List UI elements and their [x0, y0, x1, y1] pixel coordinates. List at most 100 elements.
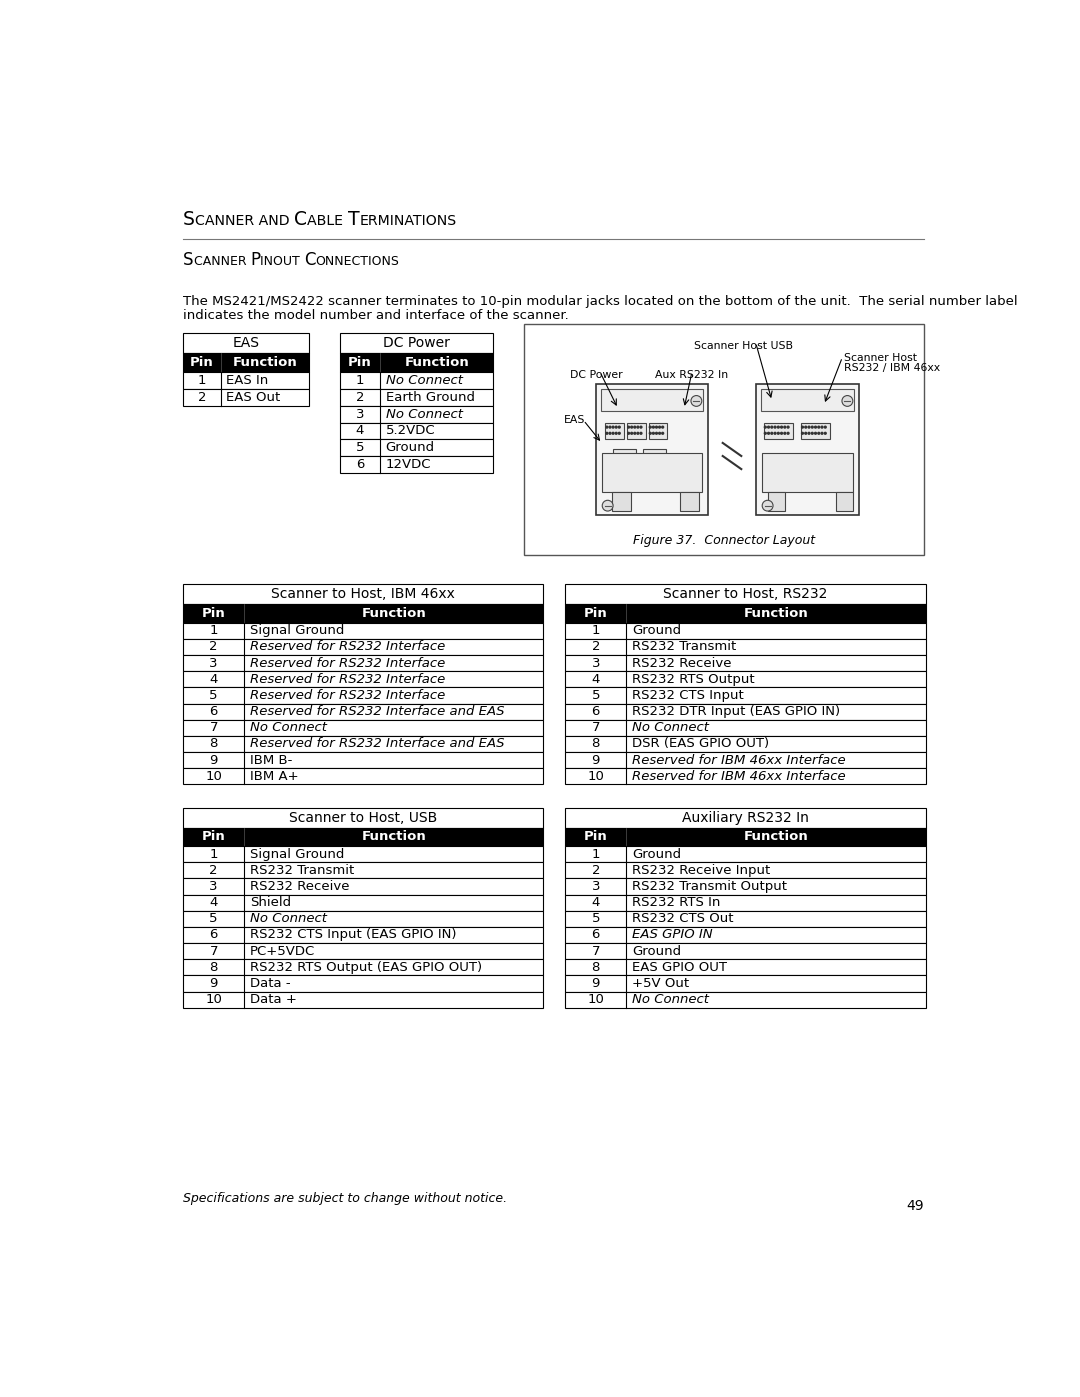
Circle shape: [616, 432, 617, 434]
Text: 8: 8: [592, 738, 600, 750]
Circle shape: [620, 457, 622, 458]
Bar: [183, 960, 543, 975]
Bar: [565, 894, 926, 911]
Text: Reserved for RS232 Interface and EAS: Reserved for RS232 Interface and EAS: [249, 738, 504, 750]
Text: CANNER AND: CANNER AND: [194, 214, 294, 228]
Bar: [565, 847, 926, 862]
Circle shape: [631, 426, 633, 427]
Text: 4: 4: [592, 673, 600, 686]
Bar: [565, 911, 926, 926]
Text: +5V Out: +5V Out: [632, 977, 689, 990]
Text: 4: 4: [210, 895, 218, 909]
Circle shape: [619, 426, 620, 427]
Circle shape: [765, 426, 766, 427]
Bar: [627, 422, 646, 440]
Circle shape: [771, 432, 772, 434]
Bar: [183, 704, 543, 719]
Text: 6: 6: [210, 705, 218, 718]
Bar: [565, 926, 926, 943]
Text: 1: 1: [592, 848, 600, 861]
Text: IBM B-: IBM B-: [249, 753, 292, 767]
Text: DC Power: DC Power: [383, 337, 449, 351]
Text: 1: 1: [198, 373, 206, 387]
Text: 9: 9: [210, 753, 218, 767]
Bar: [565, 655, 926, 671]
Text: 6: 6: [592, 929, 600, 942]
Text: Pin: Pin: [202, 606, 226, 620]
Bar: [183, 752, 543, 768]
Bar: [605, 422, 624, 440]
Circle shape: [617, 457, 619, 458]
Bar: [339, 353, 494, 372]
Text: 2: 2: [210, 863, 218, 877]
Text: 3: 3: [592, 880, 600, 893]
Text: Reserved for RS232 Interface: Reserved for RS232 Interface: [249, 640, 445, 654]
Text: 3: 3: [355, 408, 364, 420]
Circle shape: [656, 432, 658, 434]
Circle shape: [768, 426, 769, 427]
Text: Data +: Data +: [249, 993, 297, 1006]
Text: Aux RS232 In: Aux RS232 In: [656, 370, 729, 380]
Bar: [613, 450, 636, 465]
Text: 10: 10: [588, 770, 604, 782]
Circle shape: [613, 457, 616, 458]
Text: EAS: EAS: [232, 337, 259, 351]
Text: No Connect: No Connect: [249, 912, 327, 925]
Circle shape: [627, 426, 630, 427]
Text: S: S: [183, 251, 193, 270]
Text: Function: Function: [743, 606, 808, 620]
Circle shape: [626, 457, 629, 458]
Text: Function: Function: [362, 830, 427, 844]
Bar: [565, 719, 926, 736]
Circle shape: [652, 432, 654, 434]
Bar: [600, 390, 703, 411]
Bar: [183, 768, 543, 784]
Text: No Connect: No Connect: [632, 721, 708, 735]
Text: 5: 5: [592, 912, 600, 925]
Circle shape: [650, 457, 651, 458]
Bar: [183, 862, 543, 879]
Circle shape: [606, 426, 608, 427]
Text: 7: 7: [210, 721, 218, 735]
Circle shape: [824, 426, 826, 427]
Text: 7: 7: [210, 944, 218, 957]
Text: Specifications are subject to change without notice.: Specifications are subject to change wit…: [183, 1192, 508, 1204]
Circle shape: [805, 432, 807, 434]
Circle shape: [619, 432, 620, 434]
Circle shape: [609, 432, 611, 434]
Bar: [565, 960, 926, 975]
Circle shape: [640, 426, 642, 427]
Bar: [565, 736, 926, 752]
Circle shape: [818, 426, 820, 427]
Bar: [565, 584, 926, 605]
Circle shape: [811, 426, 813, 427]
Circle shape: [647, 457, 648, 458]
Bar: [183, 655, 543, 671]
Text: C: C: [305, 251, 315, 270]
Text: 5: 5: [210, 912, 218, 925]
Text: Reserved for IBM 46xx Interface: Reserved for IBM 46xx Interface: [632, 770, 846, 782]
Bar: [836, 492, 853, 511]
Text: 5: 5: [592, 689, 600, 701]
Text: 6: 6: [355, 458, 364, 471]
Text: Ground: Ground: [386, 441, 435, 454]
Bar: [183, 687, 543, 704]
Text: Function: Function: [743, 830, 808, 844]
Text: Auxiliary RS232 In: Auxiliary RS232 In: [681, 810, 809, 824]
Text: EAS: EAS: [564, 415, 585, 425]
Text: RS232 Receive Input: RS232 Receive Input: [632, 863, 770, 877]
Text: 7: 7: [592, 721, 600, 735]
Bar: [339, 334, 494, 353]
Text: Pin: Pin: [584, 606, 608, 620]
Text: 9: 9: [592, 977, 600, 990]
Text: 2: 2: [592, 863, 600, 877]
Text: Figure 37.  Connector Layout: Figure 37. Connector Layout: [633, 534, 815, 548]
Circle shape: [659, 432, 661, 434]
Text: RS232 CTS Input: RS232 CTS Input: [632, 689, 743, 701]
Circle shape: [660, 457, 661, 458]
Bar: [183, 353, 309, 372]
Bar: [183, 638, 543, 655]
Text: 3: 3: [210, 880, 218, 893]
Circle shape: [814, 432, 816, 434]
Text: PC+5VDC: PC+5VDC: [249, 944, 315, 957]
